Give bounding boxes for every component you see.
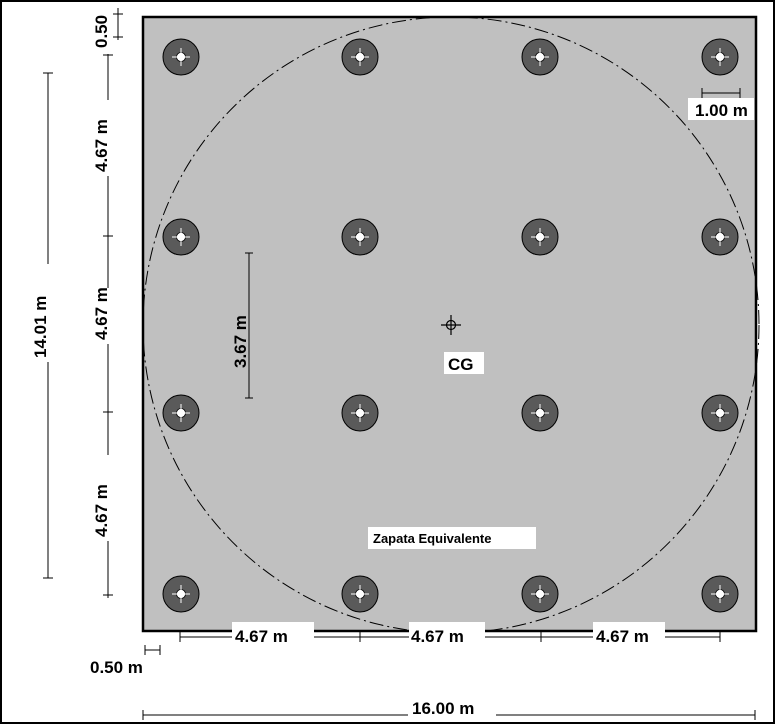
overall-width-label-bg xyxy=(408,694,496,718)
pile xyxy=(701,575,739,613)
cg-label: CG xyxy=(448,355,474,374)
top-offset-label: 0.50 xyxy=(92,15,111,48)
inner-dimension xyxy=(245,252,253,399)
pile xyxy=(521,38,559,76)
pile xyxy=(341,218,379,256)
cg-marker xyxy=(441,315,461,335)
piles-group xyxy=(162,38,739,613)
pile-diameter-dimension xyxy=(701,88,741,98)
pile-diameter-label: 1.00 m xyxy=(695,101,748,120)
bottom-spacing-2-label: 4.67 m xyxy=(411,627,464,646)
equivalent-footing-label-bg xyxy=(368,527,536,549)
pile xyxy=(162,38,200,76)
pile xyxy=(162,575,200,613)
left-spacing-2-label: 4.67 m xyxy=(92,287,111,340)
cg-label-bg xyxy=(444,352,484,374)
bottom-spacing-1-label: 4.67 m xyxy=(235,627,288,646)
pile xyxy=(521,218,559,256)
pile xyxy=(701,394,739,432)
bottom-spacing-3-bg xyxy=(593,622,665,646)
pile xyxy=(162,394,200,432)
left-spacing-3-bg xyxy=(90,455,112,541)
bottom-spacing-3-label: 4.67 m xyxy=(596,627,649,646)
pile xyxy=(341,575,379,613)
pile xyxy=(521,575,559,613)
pile xyxy=(701,38,739,76)
pile-diameter-label-bg xyxy=(688,98,754,120)
pile xyxy=(521,394,559,432)
pile xyxy=(701,218,739,256)
bottom-offset-label: 0.50 m xyxy=(90,658,143,677)
left-spacing-1-bg xyxy=(90,100,112,176)
pile xyxy=(162,218,200,256)
bottom-spacing-2-bg xyxy=(409,622,485,646)
overall-height-label: 14.01 m xyxy=(31,296,50,358)
bottom-spacing-1-bg xyxy=(232,622,314,646)
overall-width-label: 16.00 m xyxy=(412,699,474,718)
pile xyxy=(341,38,379,76)
left-spacing-3-label: 4.67 m xyxy=(92,484,111,537)
left-spacing-2-bg xyxy=(90,288,112,344)
overall-height-label-bg xyxy=(28,264,52,362)
inner-dimension-label: 3.67 m xyxy=(231,315,250,368)
left-spacing-1-label: 4.67 m xyxy=(92,119,111,172)
equivalent-footing-label: Zapata Equivalente xyxy=(373,531,491,546)
pile xyxy=(341,394,379,432)
top-offset-label-bg xyxy=(90,10,112,54)
